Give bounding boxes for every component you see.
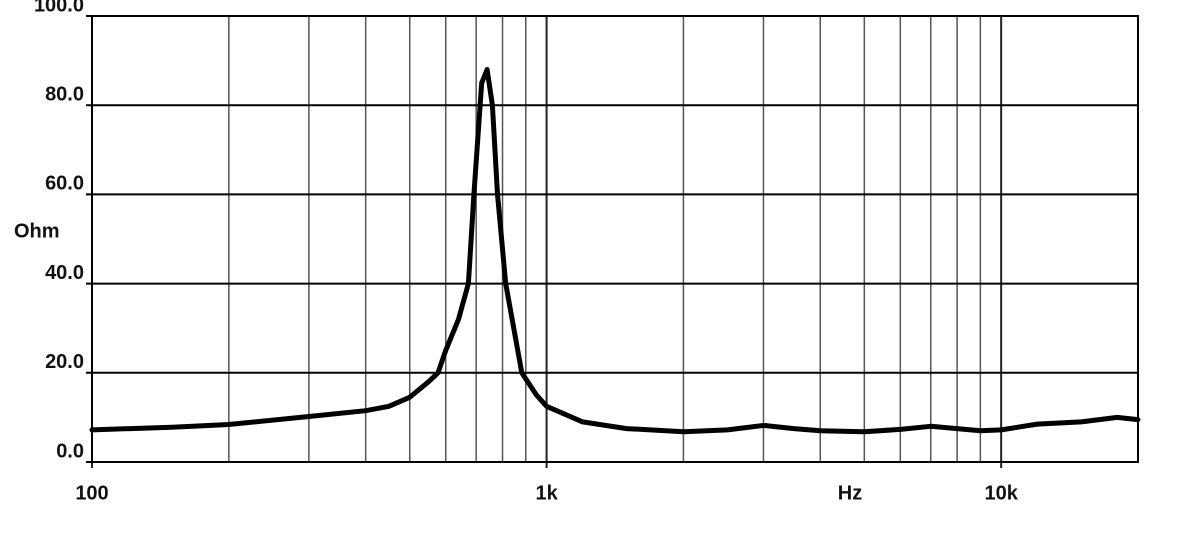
x-tick-label: 1k: [535, 482, 558, 504]
y-tick-label: 20.0: [45, 351, 84, 373]
impedance-curve: [89, 67, 1141, 435]
y-tick-label: 100.0: [34, 0, 84, 16]
y-tick-label: 60.0: [45, 173, 84, 195]
x-tick-label: 10k: [984, 482, 1018, 504]
y-axis-label: Ohm: [14, 220, 60, 242]
x-unit-label: Hz: [838, 482, 862, 504]
y-tick-label: 0.0: [56, 440, 84, 462]
y-tick-label: 80.0: [45, 83, 84, 105]
x-tick-label: 100: [75, 482, 108, 504]
y-tick-label: 40.0: [45, 262, 84, 284]
plot-frame: [91, 15, 1139, 463]
